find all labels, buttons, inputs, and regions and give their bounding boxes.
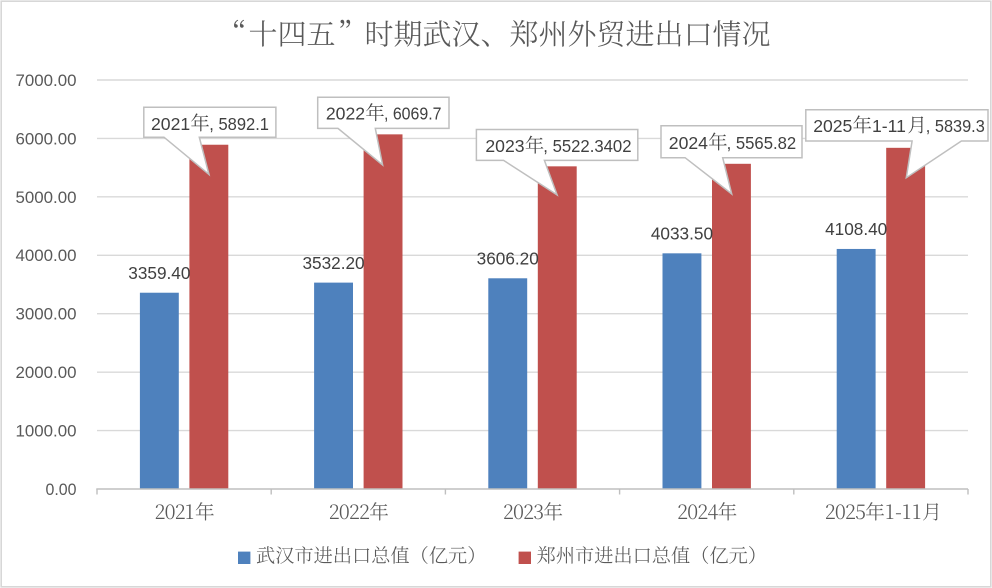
svg-text:1-11: 1-11: [872, 116, 906, 136]
svg-text:6000.00: 6000.00: [16, 130, 77, 148]
svg-text:4108.40: 4108.40: [825, 219, 887, 239]
svg-text:3532.20: 3532.20: [302, 253, 364, 273]
svg-text:1000.00: 1000.00: [16, 422, 77, 440]
svg-text:5000.00: 5000.00: [16, 189, 77, 207]
svg-text:, 6069.7: , 6069.7: [384, 104, 442, 124]
svg-text:0.00: 0.00: [46, 481, 77, 499]
svg-text:3000.00: 3000.00: [16, 306, 77, 324]
svg-text:, 5565.82: , 5565.82: [727, 133, 797, 153]
svg-text:2025: 2025: [813, 116, 852, 136]
svg-text:4033.50: 4033.50: [651, 224, 713, 244]
svg-text:3359.40: 3359.40: [128, 263, 190, 283]
svg-text:2021: 2021: [151, 114, 190, 134]
svg-text:, 5892.1: , 5892.1: [209, 114, 269, 134]
svg-text:3606.20: 3606.20: [477, 248, 539, 268]
svg-text:2022: 2022: [326, 104, 365, 124]
svg-text:2023: 2023: [485, 136, 524, 156]
svg-text:2024: 2024: [669, 133, 708, 153]
svg-text:4000.00: 4000.00: [16, 247, 77, 265]
svg-text:2000.00: 2000.00: [16, 364, 77, 382]
svg-text:, 5839.3: , 5839.3: [926, 116, 985, 136]
svg-text:7000.00: 7000.00: [16, 72, 77, 90]
svg-text:, 5522.3402: , 5522.3402: [543, 136, 631, 156]
